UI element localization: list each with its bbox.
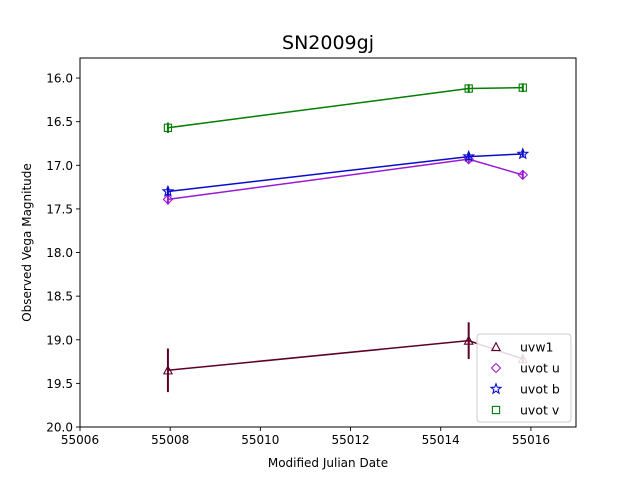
legend-item: uvot b <box>489 382 560 397</box>
data-point <box>463 153 474 165</box>
y-tick-label: 19.0 <box>46 333 73 347</box>
legend-marker <box>489 382 503 395</box>
legend-marker <box>491 405 501 415</box>
x-tick-label: 55010 <box>241 433 279 447</box>
chart-title: SN2009gj <box>282 32 374 54</box>
series-uvot-b <box>161 147 530 197</box>
series-uvot-v <box>163 83 527 134</box>
data-point <box>163 123 173 132</box>
legend-label: uvot v <box>520 403 560 418</box>
legend-marker <box>490 362 502 374</box>
y-tick-label: 20.0 <box>46 421 73 435</box>
data-point <box>518 83 527 92</box>
data-point <box>464 84 473 93</box>
legend-label: uvot b <box>520 382 560 397</box>
y-tick-label: 16.5 <box>46 115 73 129</box>
legend-label: uvw1 <box>520 340 554 355</box>
y-tick-label: 19.5 <box>46 377 73 391</box>
data-point <box>161 184 175 197</box>
legend-marker <box>490 341 502 352</box>
data-point <box>463 335 474 345</box>
y-tick-label: 18.0 <box>46 246 73 260</box>
x-tick-label: 55012 <box>331 433 369 447</box>
legend-item: uvw1 <box>490 340 554 355</box>
legend-label: uvot u <box>520 361 560 376</box>
plot-area <box>161 83 530 393</box>
x-tick-label: 55006 <box>61 433 99 447</box>
plot-frame <box>79 57 577 428</box>
data-point <box>162 194 174 205</box>
y-tick-label: 18.5 <box>46 290 73 304</box>
y-axis-label: Observed Vega Magnitude <box>20 163 34 322</box>
data-point <box>162 364 174 375</box>
data-point <box>462 149 476 163</box>
y-tick-label: 17.0 <box>46 159 73 173</box>
y-axis: 16.0 16.5 17.0 17.5 18.0 18.5 19.0 19.5 20.0 <box>46 72 80 435</box>
x-axis: 55006 55008 55010 55012 55014 55016 <box>61 427 550 447</box>
y-tick-label: 17.5 <box>46 202 73 216</box>
x-axis-label: Modified Julian Date <box>268 456 388 470</box>
y-tick-label: 16.0 <box>46 72 73 86</box>
legend-item: uvot u <box>490 361 560 376</box>
legend-item: uvot v <box>491 403 560 418</box>
x-tick-label: 55008 <box>151 433 189 447</box>
data-point <box>517 169 529 181</box>
legend: uvw1 uvot u uvot b uvot v <box>476 333 572 423</box>
x-tick-label: 55014 <box>422 433 460 447</box>
x-tick-label: 55016 <box>512 433 550 447</box>
data-point <box>516 147 530 160</box>
legend-box <box>476 333 572 423</box>
